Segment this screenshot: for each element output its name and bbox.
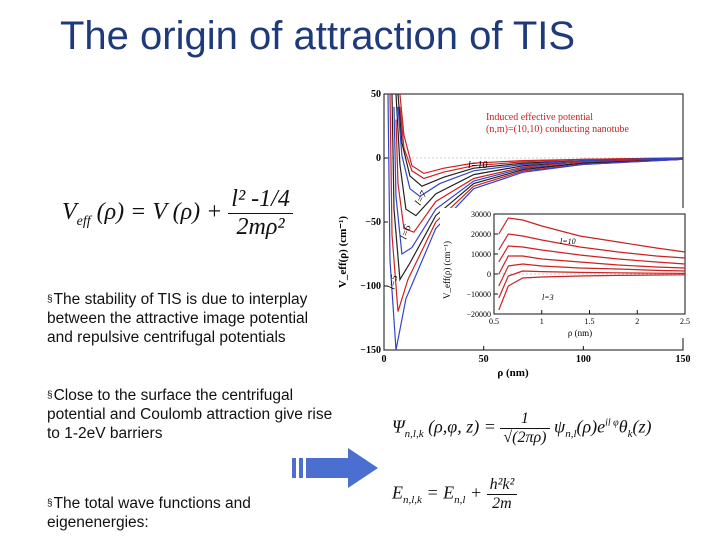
energy-mid-sub: n,l <box>454 494 466 507</box>
bullet-marker: § <box>47 498 53 509</box>
x-tick-label: 0 <box>382 354 387 365</box>
y-tick-label: 20000 <box>471 230 491 239</box>
series-line-1 <box>399 106 683 180</box>
psi-rhs-end: θ <box>618 416 628 437</box>
curve-annotation: l=10 <box>468 160 488 171</box>
bullet-text: The stability of TIS is due to interplay… <box>47 291 309 346</box>
slide-title: The origin of attraction of TIS <box>60 14 576 58</box>
psi-rhs-tail: (ρ)e <box>576 416 606 437</box>
x-tick-label: 2 <box>635 317 639 326</box>
right-arrow-icon <box>292 448 378 488</box>
veff-den: 2mρ² <box>236 214 285 240</box>
energy-mid: = E <box>426 482 455 503</box>
veff-fraction: l² -1/4 2mρ² <box>228 186 293 241</box>
bullet-marker: § <box>47 390 53 401</box>
y-tick-label: −10000 <box>466 290 491 299</box>
series-line-3 <box>397 106 683 198</box>
energy-num: h²k² <box>486 476 518 495</box>
bullet-barriers: §Close to the surface the centrifugal po… <box>47 386 347 443</box>
psi-num: 1 <box>500 410 550 429</box>
energy-plus: + <box>469 482 483 503</box>
y-tick-label: 30000 <box>471 210 491 219</box>
effective-potential-equation: Veff (ρ) = V (ρ) + l² -1/4 2mρ² <box>62 186 293 241</box>
curve-annotation: l=5 <box>386 274 400 291</box>
veff-lhs-sub: eff <box>76 213 91 229</box>
series-line-3 <box>498 255 685 275</box>
main-legend-line-2: (n,m)=(10,10) conducting nanotube <box>486 124 629 135</box>
curve-annotation: l=6 <box>398 224 413 241</box>
energy-lhs: E <box>392 482 403 503</box>
bullet-wavefunctions: §The total wave functions and eigenenerg… <box>47 494 307 532</box>
y-tick-label: −50 <box>365 217 381 228</box>
x-tick-label: 100 <box>576 354 591 365</box>
veff-lhs: V <box>62 199 77 226</box>
y-tick-label: 50 <box>371 89 381 100</box>
x-tick-label: 2.5 <box>680 317 690 326</box>
wavefunction-equation: Ψn,l,k (ρ,φ, z) = 1 √(2πρ) ψn,l(ρ)eil φθ… <box>392 410 651 447</box>
bullet-stability: §The stability of TIS is due to interpla… <box>47 290 317 347</box>
series-line-1 <box>498 233 685 259</box>
series-line-2 <box>397 94 683 187</box>
y-tick-label: 0 <box>487 270 491 279</box>
inset-x-label: ρ (nm) <box>568 328 592 338</box>
curve-annotation: l=10 <box>560 237 576 246</box>
psi-den: √(2πρ) <box>503 429 547 446</box>
psi-rhs-sup: il φ <box>605 417 619 429</box>
series-line-2 <box>498 245 685 265</box>
y-tick-label: −20000 <box>466 310 491 319</box>
y-tick-label: 10000 <box>471 250 491 259</box>
psi-fraction: 1 √(2πρ) <box>500 410 550 447</box>
series-line-7 <box>391 94 683 282</box>
inset-y-label: V_eff(ρ) (cm⁻¹) <box>442 241 452 299</box>
bullet-text: Close to the surface the centrifugal pot… <box>47 387 333 442</box>
energy-lhs-sub: n,l,k <box>403 494 422 507</box>
energy-den: 2m <box>492 495 512 512</box>
veff-arg: (ρ) = V (ρ) + <box>96 199 223 226</box>
main-legend-line-1: Induced effective potential <box>486 112 593 123</box>
x-tick-label: 150 <box>676 354 691 365</box>
psi-rhs-sub: n,l <box>565 428 577 441</box>
psi-lhs-sub: n,l,k <box>404 428 424 441</box>
series-line-5 <box>395 119 683 233</box>
psi-rhs-end-arg: (z) <box>632 416 652 437</box>
bullet-text: The total wave functions and eigenenergi… <box>47 495 251 531</box>
x-tick-label: 0.5 <box>489 317 499 326</box>
x-tick-label: 1.5 <box>585 317 595 326</box>
series-line-6 <box>498 274 685 311</box>
energy-fraction: h²k² 2m <box>486 476 518 513</box>
veff-num: l² -1/4 <box>228 186 293 214</box>
bullet-marker: § <box>47 294 53 305</box>
main-x-label: ρ (nm) <box>497 367 529 379</box>
x-tick-label: 1 <box>540 317 544 326</box>
psi-rhs-end-sub: k <box>627 428 633 441</box>
main-y-label: V_eff(ρ) (cm⁻¹) <box>337 216 349 288</box>
y-tick-label: −150 <box>360 345 381 356</box>
y-tick-label: −100 <box>360 281 381 292</box>
x-tick-label: 50 <box>479 354 489 365</box>
psi-rhs: ψ <box>554 416 566 437</box>
psi-lhs: Ψ <box>392 416 405 437</box>
y-tick-label: 0 <box>376 153 381 164</box>
energy-equation: En,l,k = En,l + h²k² 2m <box>392 476 518 513</box>
series-line-9 <box>387 94 683 350</box>
psi-arg: (ρ,φ, z) = <box>428 416 496 437</box>
curve-annotation: l=3 <box>542 293 554 302</box>
series-line-5 <box>498 270 685 299</box>
series-line-0 <box>498 217 685 253</box>
series-line-4 <box>498 263 685 287</box>
